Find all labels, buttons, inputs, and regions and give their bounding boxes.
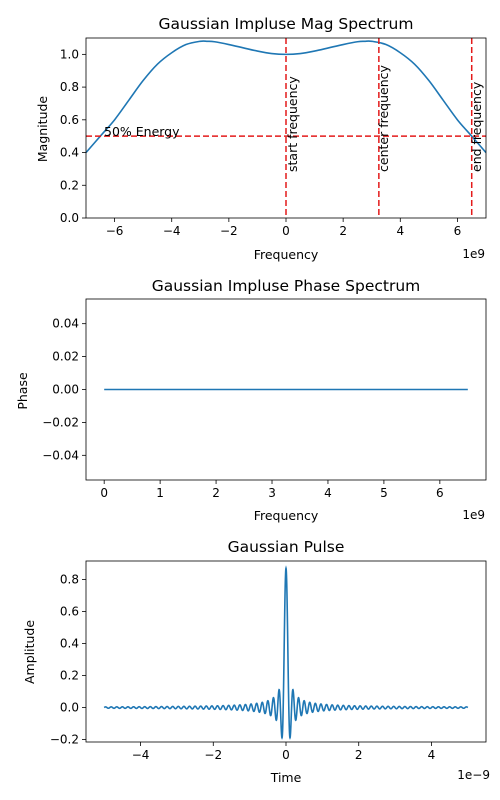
y-tick-label: 1.0 xyxy=(60,47,79,61)
x-offset-label: 1e9 xyxy=(462,508,485,522)
vline-label-start: start frequency xyxy=(285,76,300,172)
vline-label-center: center frequency xyxy=(376,65,391,172)
x-tick-label: 4 xyxy=(324,486,332,500)
plot-frame xyxy=(85,298,487,481)
chart-title: Gaussian Impluse Phase Spectrum xyxy=(152,277,421,295)
x-tick-label: −2 xyxy=(220,224,238,238)
x-tick-label: 5 xyxy=(380,486,388,500)
x-tick-label: 2 xyxy=(355,748,363,762)
x-tick-label: 6 xyxy=(454,224,462,238)
x-axis-label: Time xyxy=(270,770,302,785)
x-tick-label: 2 xyxy=(212,486,220,500)
x-tick-label: −4 xyxy=(163,224,181,238)
plot-area: −4 −2 0 2 4 −0.2 0.0 0.2 0.4 0.6 0.8 xyxy=(50,560,487,762)
chart-title: Gaussian Impluse Mag Spectrum xyxy=(159,15,414,33)
y-tick-label: −0.2 xyxy=(50,733,79,747)
x-tick-label: 3 xyxy=(268,486,276,500)
y-axis-label: Phase xyxy=(15,372,30,410)
chart-phase: Gaussian Impluse Phase Spectrum 0 1 2 3 4 5 6 −… xyxy=(15,277,487,523)
x-tick-label: −6 xyxy=(106,224,124,238)
y-tick-label: 0.00 xyxy=(52,383,79,397)
chart-title: Gaussian Pulse xyxy=(228,538,345,556)
x-offset-label: 1e9 xyxy=(462,247,485,261)
y-tick-label: 0.4 xyxy=(60,636,79,650)
plot-frame xyxy=(85,560,487,743)
y-tick-label: 0.04 xyxy=(52,317,79,331)
x-tick-label: −2 xyxy=(204,748,222,762)
x-tick-label: 2 xyxy=(339,224,347,238)
x-tick-label: 0 xyxy=(282,748,290,762)
x-tick-label: 0 xyxy=(100,486,108,500)
y-tick-label: 0.6 xyxy=(60,113,79,127)
vline-label-end: end frequency xyxy=(469,81,484,172)
y-tick-label: 0.8 xyxy=(60,572,79,586)
x-tick-label: −4 xyxy=(132,748,150,762)
y-tick-label: 0.0 xyxy=(60,211,79,225)
y-tick-label: 0.02 xyxy=(52,350,79,364)
x-axis-label: Frequency xyxy=(254,508,319,523)
y-tick-label: −0.02 xyxy=(42,415,79,429)
plot-content xyxy=(86,38,486,218)
y-axis-label: Amplitude xyxy=(22,620,37,684)
y-tick-label: 0.0 xyxy=(60,701,79,715)
plot-area: −6 −4 −2 0 2 4 6 0.0 0.2 0.4 0.6 0.8 1.0 xyxy=(60,37,487,238)
y-axis-label: Magnitude xyxy=(35,96,50,163)
hline-label: 50% Energy xyxy=(104,124,180,139)
x-tick-label: 4 xyxy=(396,224,404,238)
y-tick-label: −0.04 xyxy=(42,448,79,462)
chart-pulse: Gaussian Pulse −4 −2 0 2 4 −0.2 0.0 0.2 0.4 0.6 0.… xyxy=(22,538,490,785)
y-tick-label: 0.8 xyxy=(60,80,79,94)
x-tick-label: 0 xyxy=(282,224,290,238)
x-tick-label: 4 xyxy=(428,748,436,762)
y-tick-label: 0.2 xyxy=(60,669,79,683)
chart-magnitude: Gaussian Impluse Mag Spectrum −6 −4 −2 0 2 4 6… xyxy=(35,15,487,262)
plot-area: 0 1 2 3 4 5 6 −0.04 −0.02 0.00 0.02 0.04 xyxy=(42,298,487,500)
y-tick-label: 0.6 xyxy=(60,604,79,618)
y-tick-label: 0.2 xyxy=(60,178,79,192)
series-line xyxy=(86,40,486,154)
series-line xyxy=(103,565,469,740)
x-tick-label: 6 xyxy=(436,486,444,500)
plot-frame xyxy=(85,37,487,219)
x-axis-label: Frequency xyxy=(254,247,319,262)
x-offset-label: 1e−9 xyxy=(457,768,490,782)
y-tick-label: 0.4 xyxy=(60,146,79,160)
x-tick-label: 1 xyxy=(156,486,164,500)
